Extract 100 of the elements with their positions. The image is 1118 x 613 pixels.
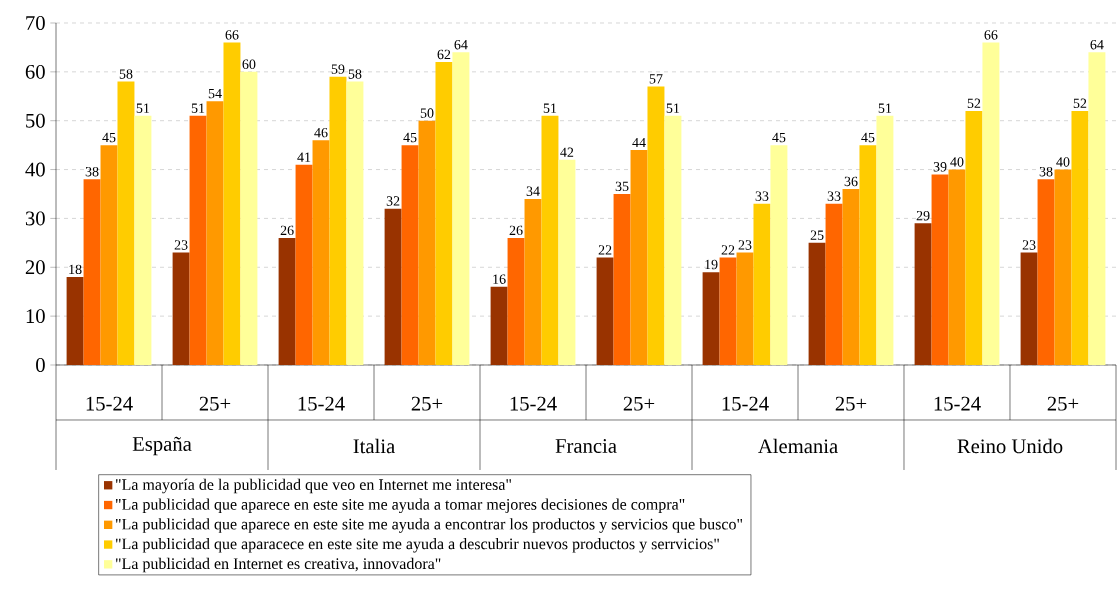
bar [825, 203, 843, 365]
bar [117, 81, 135, 365]
data-label: 64 [454, 39, 468, 50]
data-label: 45 [861, 132, 875, 143]
data-label: 33 [755, 191, 769, 201]
data-label: 51 [543, 103, 557, 113]
bar [596, 257, 614, 365]
data-label: 64 [1090, 39, 1104, 50]
data-label: 38 [1039, 166, 1053, 177]
data-label: 41 [297, 152, 311, 162]
bar [384, 208, 402, 365]
data-label: 66 [984, 30, 998, 40]
x-tick-label: 25+ [411, 396, 443, 411]
data-label: 40 [1056, 157, 1070, 167]
data-label: 58 [119, 69, 133, 79]
bar [702, 272, 720, 365]
data-label: 51 [878, 103, 892, 113]
data-label: 45 [772, 132, 786, 143]
x-tick-label: 15-24 [510, 396, 557, 411]
y-tick-label: 10 [26, 309, 45, 324]
data-label: 44 [632, 137, 646, 148]
data-label: 34 [526, 186, 540, 196]
bar [240, 71, 258, 365]
bar [1054, 169, 1072, 365]
bar [418, 120, 436, 365]
x-tick-label: 15-24 [934, 396, 981, 411]
bar [66, 277, 84, 365]
bar [719, 257, 737, 365]
bar [664, 115, 682, 365]
bar [647, 86, 665, 365]
data-label: 22 [721, 245, 735, 255]
text: Alemania [758, 438, 838, 454]
data-label: 23 [738, 240, 752, 250]
data-label: 42 [560, 147, 574, 157]
bar [452, 52, 470, 365]
data-label: 26 [509, 225, 523, 236]
legend-label: "La publicidad que aparece en este site me ayuda a tomar mejores decisiones de compra" [116, 498, 685, 514]
data-label: 59 [331, 64, 345, 74]
data-label: 60 [242, 59, 256, 69]
bar [401, 145, 419, 365]
bar [842, 189, 860, 365]
text: Italia [353, 438, 395, 454]
y-tick-label: 20 [25, 260, 45, 275]
data-label: 22 [598, 245, 612, 255]
data-label: 29 [916, 210, 930, 221]
data-label: 19 [705, 259, 718, 270]
bar [753, 203, 771, 365]
data-label: 54 [208, 88, 222, 99]
x-tick-label: 25+ [835, 396, 867, 411]
bar [982, 42, 1000, 365]
bar [1020, 252, 1038, 365]
data-label: 51 [666, 103, 680, 113]
bar [613, 193, 631, 365]
bar [558, 159, 576, 365]
bar [859, 145, 877, 365]
bar [1037, 179, 1055, 365]
data-label: 52 [1073, 98, 1087, 109]
bar [1088, 52, 1106, 365]
data-label: 39 [933, 162, 947, 172]
data-label: 26 [280, 225, 294, 236]
bar [83, 179, 101, 365]
y-tick-label: 60 [25, 64, 45, 79]
data-label: 45 [102, 132, 116, 143]
text: España [132, 436, 192, 456]
bar [808, 242, 826, 365]
bar [770, 145, 788, 365]
bar [1071, 110, 1089, 365]
bar [524, 198, 542, 365]
data-label: 40 [950, 157, 964, 167]
legend-label: "La publicidad que aparece en este site me ayuda a encontrar los productos y servicios que busco" [116, 518, 743, 533]
data-label: 32 [386, 196, 400, 206]
bar [295, 164, 313, 365]
bar [172, 252, 190, 365]
data-label: 35 [615, 181, 629, 192]
x-tick-label: 25+ [1047, 396, 1079, 411]
bar [346, 81, 364, 365]
legend-label: "La publicidad en Internet es creativa, innovadora" [116, 557, 441, 573]
y-tick-label: 70 [26, 16, 45, 30]
data-label: 46 [314, 127, 328, 138]
data-label: 16 [493, 274, 506, 284]
text: Reino Unido [957, 438, 1063, 454]
y-tick-label: 40 [25, 162, 45, 177]
data-label: 23 [174, 240, 188, 250]
data-label: 18 [69, 264, 82, 275]
bar [965, 110, 983, 365]
data-label: 58 [348, 69, 362, 79]
data-label: 36 [844, 176, 858, 187]
x-tick-label: 25+ [623, 396, 655, 411]
bar [507, 237, 525, 365]
legend-label: "La publicidad que aparacece en este site me ayuda a descubrir nuevos productos y serrvicios" [116, 538, 719, 553]
data-label: 51 [136, 103, 150, 113]
bar [876, 115, 894, 365]
data-label: 62 [437, 49, 451, 60]
y-tick-label: 0 [36, 358, 45, 372]
bar [278, 237, 296, 365]
data-label: 45 [403, 132, 417, 143]
x-tick-label: 15-24 [298, 396, 345, 411]
bar [223, 42, 241, 365]
data-label: 33 [827, 191, 841, 201]
x-tick-label: 15-24 [722, 396, 769, 411]
